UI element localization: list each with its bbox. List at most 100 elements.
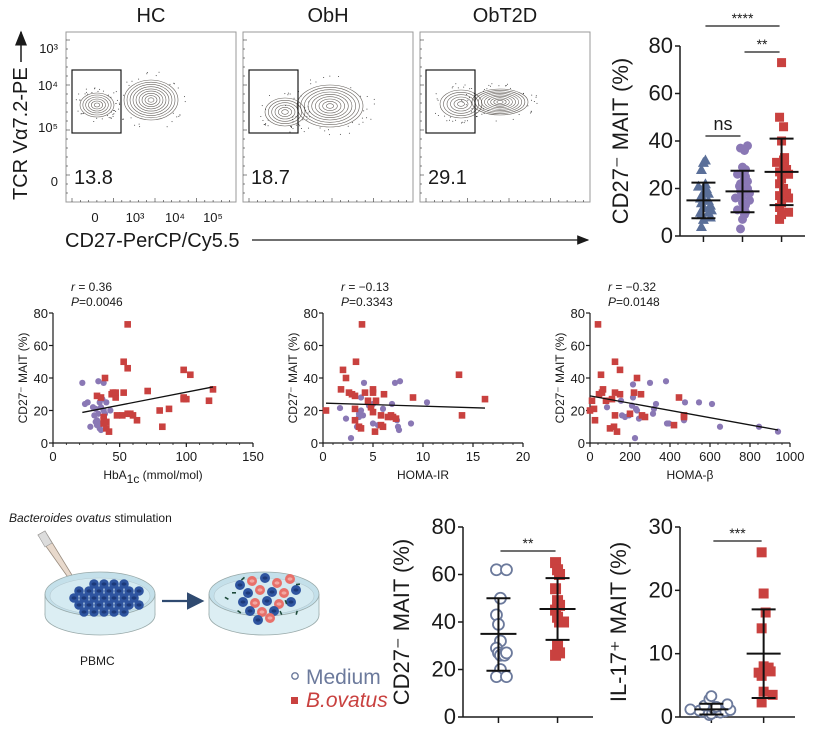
event-dot [169,83,171,85]
series-bovatus [539,557,576,661]
flow-y-tick-label: 10⁴ [38,78,58,93]
contour-line [315,96,345,116]
event-dot [300,127,302,129]
pbmc-cell [243,588,253,598]
cell-nucleus [293,588,299,592]
pbmc-cell [119,579,129,589]
pbmc-cell [89,579,99,589]
event-dot [265,123,267,125]
data-point [550,604,562,616]
event-dot [315,81,317,83]
contour-line [126,81,176,119]
cell-nucleus [276,602,282,606]
data-point [372,397,380,405]
x-tick-label: 0 [586,449,593,464]
pbmc-cell [119,607,129,617]
cell-nucleus [288,600,294,604]
event-dot [351,122,353,124]
event-dot [518,113,520,115]
stimulated-cells [224,573,301,625]
stimulation-schematic: Bacteroides ovatus stimulation PBMC [9,511,388,712]
event-dot [449,116,451,118]
schematic-title-rest: stimulation [111,511,172,525]
event-dot [308,111,310,113]
cell-nucleus [269,590,275,594]
cell-nucleus [121,582,127,586]
event-dot [435,112,437,114]
event-dot [466,120,468,122]
gate-box[interactable] [425,69,476,134]
cell-nucleus [240,600,246,604]
data-point [646,379,654,386]
event-dot [495,120,497,122]
y-tick-label: 10 [649,641,673,666]
gate-box[interactable] [71,69,122,134]
event-dot [110,111,112,113]
pbmc-cell [89,593,99,603]
data-point [629,394,637,401]
data-point [113,412,121,419]
contour-line [123,79,179,121]
data-point [358,321,366,328]
event-dot [452,86,454,88]
data-point [775,203,785,212]
data-point [613,428,621,435]
pbmc-cell [69,593,79,603]
x-axis-label: HOMA-β [667,468,714,482]
cell-nucleus [91,596,97,600]
data-point [339,366,347,374]
contour-line [138,90,164,110]
contour-line [93,102,101,108]
data-point [93,392,101,400]
data-point [380,390,388,398]
event-dot [85,91,87,93]
data-point [369,408,377,416]
event-dot [306,119,308,121]
event-dot [482,108,484,110]
data-point [347,435,355,442]
flow-panel-title: ObH [307,5,348,27]
pbmc-cell [109,593,119,603]
data-point [395,426,403,434]
pbmc-cell [74,600,84,610]
event-dot [80,113,82,115]
event-dot [110,117,112,119]
data-point [129,412,137,419]
pbmc-cell [260,573,270,583]
event-dot [446,120,448,122]
significance-label: ** [523,535,534,551]
data-point [105,428,113,435]
petri-dish-pbmc [44,571,156,636]
data-point [611,412,619,419]
event-dot [461,121,463,123]
event-dot [99,88,101,90]
event-dot [370,118,372,120]
event-dot [329,75,331,77]
data-point [391,379,399,386]
gate-percentage: 29.1 [428,167,467,189]
gate-box[interactable] [248,69,299,134]
event-dot [287,94,289,96]
pbmc-cells [69,579,144,617]
x-tick-label: 150 [242,449,264,464]
data-point [630,389,638,396]
event-dot [299,125,301,127]
event-dot [112,114,114,116]
data-point [782,188,792,198]
contour-density [75,71,186,128]
event-dot [358,123,360,125]
data-point [784,207,794,217]
y-tick-label: 60 [34,339,48,354]
event-dot [101,118,103,120]
data-point [597,371,605,379]
event-dot [146,72,148,74]
event-dot [112,109,114,111]
legend-label-medium: Medium [306,666,381,689]
event-dot [84,93,86,95]
event-dot [260,116,262,118]
data-point [779,122,789,132]
x-tick-label: 400 [659,449,681,464]
event-dot [362,121,364,123]
contour-line [147,97,155,103]
contour-density [260,75,375,136]
